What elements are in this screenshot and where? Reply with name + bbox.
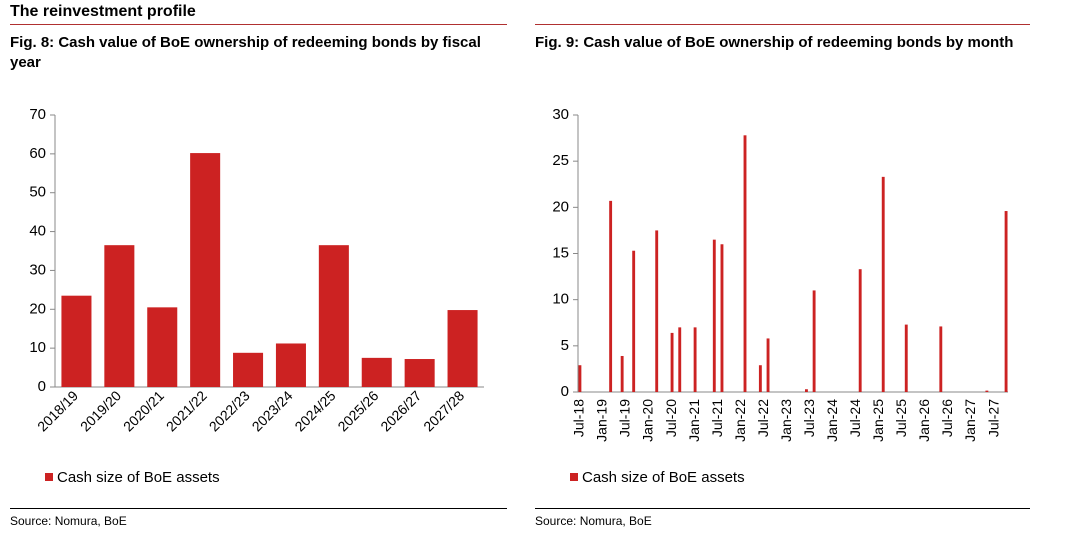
x-tick-label: Jul-26: [939, 399, 955, 437]
x-tick-label: Jan-23: [778, 399, 794, 442]
bar: [881, 176, 885, 392]
bar: [1004, 211, 1008, 392]
x-tick-label: 2019/20: [77, 387, 124, 434]
y-tick-label: 40: [29, 223, 46, 240]
bar: [939, 326, 943, 392]
bar: [61, 295, 92, 387]
y-tick-label: 30: [29, 261, 46, 278]
x-tick-label: 2027/28: [420, 387, 467, 434]
bar: [147, 307, 178, 387]
bar: [447, 310, 478, 387]
bar: [233, 352, 264, 387]
page-title: The reinvestment profile: [10, 3, 196, 20]
source: Source: Nomura, BoE: [535, 514, 652, 528]
bar: [404, 359, 435, 387]
y-tick-label: 20: [29, 300, 46, 317]
bar: [743, 135, 747, 392]
bar: [578, 365, 582, 392]
bar: [678, 327, 682, 392]
y-tick-label: 70: [29, 106, 46, 123]
bar: [712, 239, 716, 392]
bar: [609, 200, 613, 392]
x-tick-label: 2021/22: [163, 387, 210, 434]
bar: [104, 245, 135, 387]
bar: [766, 338, 770, 392]
bar: [693, 327, 697, 392]
bar: [720, 244, 724, 392]
legend-label: Cash size of BoE assets: [57, 469, 220, 486]
x-tick-label: 2025/26: [334, 387, 381, 434]
bar: [632, 250, 636, 392]
bar: [670, 332, 674, 392]
x-tick-label: Jul-23: [801, 399, 817, 437]
y-tick-label: 50: [29, 184, 46, 201]
legend-swatch: [570, 473, 578, 481]
x-tick-label: Jan-27: [962, 399, 978, 442]
x-tick-label: 2024/25: [291, 387, 338, 434]
x-tick-label: Jul-18: [571, 399, 587, 437]
bar: [190, 153, 221, 387]
x-tick-label: Jul-20: [663, 399, 679, 437]
bar: [804, 389, 808, 392]
x-tick-label: Jul-25: [893, 399, 909, 437]
bar: [655, 230, 659, 392]
legend-swatch: [45, 473, 53, 481]
x-tick-label: Jan-20: [640, 399, 656, 442]
x-tick-label: 2020/21: [120, 387, 167, 434]
x-tick-label: Jan-19: [594, 399, 610, 442]
bar: [361, 357, 392, 387]
bar: [985, 390, 989, 392]
y-tick-label: 15: [552, 244, 569, 261]
x-tick-label: Jan-24: [824, 399, 840, 442]
x-tick-label: Jul-27: [985, 399, 1001, 437]
y-tick-label: 30: [552, 106, 569, 123]
bar: [758, 365, 762, 392]
x-tick-label: Jan-21: [686, 399, 702, 442]
bar: [275, 343, 306, 387]
legend-label: Cash size of BoE assets: [582, 469, 745, 486]
y-tick-label: 10: [552, 291, 569, 308]
y-tick-label: 25: [552, 152, 569, 169]
x-tick-label: 2023/24: [249, 387, 296, 434]
chart-title: Fig. 8: Cash value of BoE ownership of r…: [10, 34, 481, 71]
y-tick-label: 0: [561, 383, 569, 400]
y-tick-label: 20: [552, 198, 569, 215]
x-tick-label: 2022/23: [206, 387, 253, 434]
source: Source: Nomura, BoE: [10, 514, 127, 528]
bar: [812, 290, 816, 392]
y-tick-label: 10: [29, 339, 46, 356]
x-tick-label: Jan-26: [916, 399, 932, 442]
bar: [318, 245, 349, 387]
x-tick-label: Jan-25: [870, 399, 886, 442]
y-tick-label: 5: [561, 337, 569, 354]
y-tick-label: 0: [38, 378, 46, 395]
bar: [858, 269, 862, 392]
x-tick-label: Jul-22: [755, 399, 771, 437]
chart-title: Fig. 9: Cash value of BoE ownership of r…: [535, 34, 1014, 51]
y-tick-label: 60: [29, 145, 46, 162]
x-tick-label: Jan-22: [732, 399, 748, 442]
x-tick-label: Jul-21: [709, 399, 725, 437]
bar: [904, 324, 908, 392]
bar: [620, 355, 624, 392]
x-tick-label: Jul-19: [617, 399, 633, 437]
x-tick-label: 2026/27: [377, 387, 424, 434]
x-tick-label: Jul-24: [847, 399, 863, 437]
